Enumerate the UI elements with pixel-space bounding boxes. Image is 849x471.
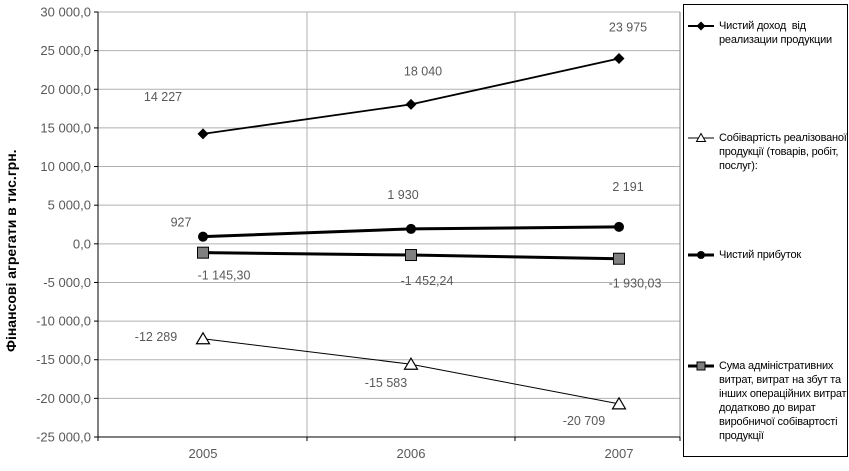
triangle-marker [611, 396, 627, 410]
square-marker [197, 246, 209, 259]
square-line-icon [688, 361, 714, 371]
data-point-label: -15 583 [365, 376, 407, 390]
circle-line-icon [688, 251, 714, 259]
y-tick-label: -10 000,0 [36, 314, 91, 329]
chart-legend: Чистий доход від реализации продукции Со… [683, 4, 848, 457]
legend-label: Сума адміністративних витрат, витрат на … [719, 360, 849, 442]
series-line-triangle [202, 338, 620, 405]
data-point-label: 1 930 [387, 188, 418, 202]
y-tick-label: -5 000,0 [43, 275, 91, 290]
y-tick-label: 30 000,0 [40, 5, 91, 20]
data-point-label: -12 289 [135, 330, 177, 344]
legend-label: Чистий доход від реализации продукции [719, 20, 832, 46]
x-axis-label: 2007 [605, 446, 634, 461]
data-point-label: 18 040 [404, 64, 442, 78]
triangle-marker [195, 331, 211, 345]
y-tick-label: 25 000,0 [40, 43, 91, 58]
data-point-label: 2 191 [612, 180, 643, 194]
legend-label: Собівартість реалізованої продукції (тов… [719, 132, 847, 172]
legend-item-admin-expenses: Сума адміністративних витрат, витрат на … [688, 359, 849, 443]
diamond-line-icon [688, 21, 714, 31]
data-point-label: 927 [171, 216, 192, 230]
data-point-label: -20 709 [563, 414, 605, 428]
x-axis-label: 2006 [397, 446, 426, 461]
x-axis-label: 2005 [189, 446, 218, 461]
diamond-marker [613, 53, 625, 65]
data-point-label: 14 227 [144, 90, 182, 104]
circle-marker [614, 221, 624, 232]
data-point-label: -1 930,03 [609, 277, 662, 291]
circle-marker [406, 223, 416, 234]
data-point-label: -1 145,30 [198, 269, 251, 283]
y-tick-label: 10 000,0 [40, 159, 91, 174]
data-point-label: -1 452,24 [401, 274, 454, 288]
y-tick-label: 15 000,0 [40, 120, 91, 135]
diamond-marker [405, 98, 417, 110]
diamond-marker [197, 128, 209, 140]
data-point-label: 23 975 [609, 21, 647, 35]
square-marker [405, 249, 417, 262]
y-tick-label: 20 000,0 [40, 82, 91, 97]
triangle-line-icon [688, 132, 714, 142]
y-tick-label: 5 000,0 [48, 198, 91, 213]
y-tick-label: -15 000,0 [36, 352, 91, 367]
square-marker [613, 252, 625, 265]
triangle-marker [403, 357, 419, 370]
y-tick-label: -20 000,0 [36, 391, 91, 406]
legend-label: Чистий прибуток [719, 249, 801, 261]
y-tick-label: 0,0 [73, 236, 91, 251]
y-tick-label: -25 000,0 [36, 430, 91, 445]
circle-marker [198, 231, 208, 242]
legend-item-net-revenue: Чистий доход від реализации продукции [688, 19, 849, 47]
legend-item-cost-of-sales: Собівартість реалізованої продукції (тов… [688, 131, 849, 173]
legend-item-net-profit: Чистий прибуток [688, 248, 849, 262]
